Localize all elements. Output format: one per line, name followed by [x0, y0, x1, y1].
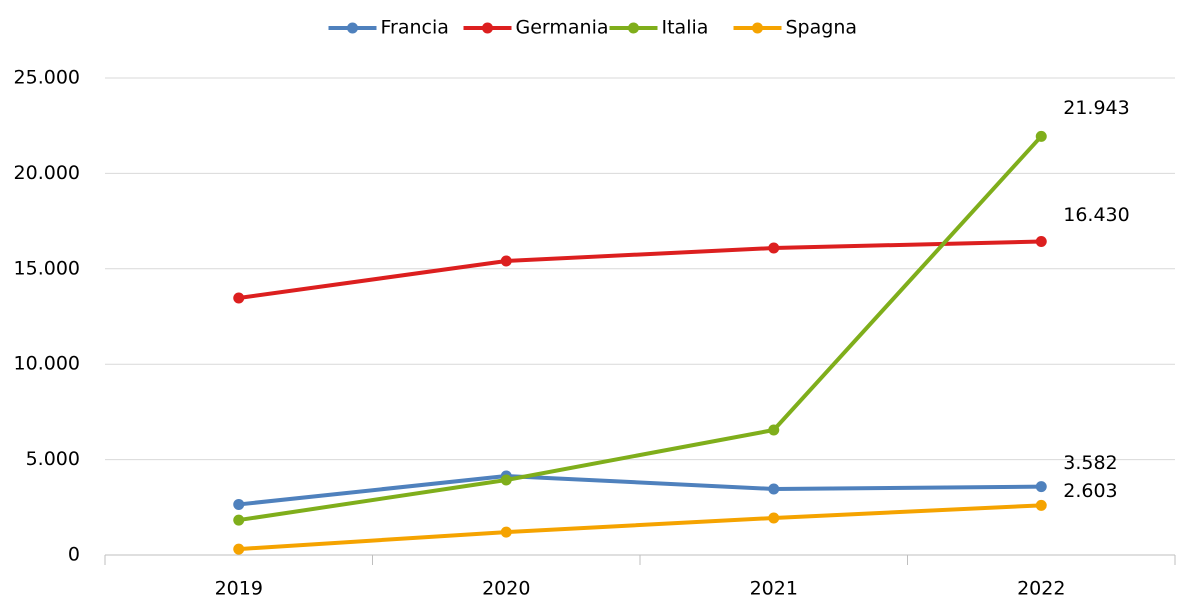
point: [1035, 499, 1047, 511]
point: [233, 514, 245, 526]
series-line: [238, 474, 1042, 507]
point: [233, 543, 245, 555]
series-line: [238, 134, 1043, 523]
point: [1035, 236, 1047, 248]
legend-label: Germania: [516, 17, 609, 39]
point: [500, 474, 512, 486]
legend-marker: [628, 22, 639, 34]
y-tick-label: 10.000: [14, 353, 80, 375]
y-tick-label: 5.000: [26, 448, 80, 470]
x-tick-label: 2022: [1017, 578, 1065, 600]
data-label: 2.603: [1063, 480, 1117, 502]
point: [768, 483, 780, 495]
y-tick-label: 15.000: [14, 257, 80, 279]
x-tick-label: 2021: [750, 578, 798, 600]
x-tick-label: 2020: [482, 578, 530, 600]
point: [500, 526, 512, 538]
data-label: 3.582: [1063, 452, 1117, 474]
point: [233, 498, 245, 510]
legend-marker: [347, 22, 358, 34]
series-line: [238, 503, 1042, 552]
y-tick-label: 0: [68, 544, 80, 566]
series-line: [238, 239, 1042, 300]
data-label: 21.943: [1063, 97, 1129, 119]
point: [768, 512, 780, 524]
y-tick-label: 20.000: [14, 162, 80, 184]
legend-label: Spagna: [786, 17, 858, 39]
x-tick-label: 2019: [215, 578, 263, 600]
point: [1035, 481, 1047, 493]
point: [768, 242, 780, 254]
y-tick-label: 25.000: [14, 67, 80, 89]
point: [500, 255, 512, 267]
point: [1035, 130, 1047, 142]
legend-label: Francia: [381, 17, 449, 39]
legend-marker: [482, 22, 493, 34]
legend-label: Italia: [662, 17, 709, 39]
data-label: 16.430: [1063, 204, 1129, 226]
legend-marker: [752, 22, 763, 34]
point: [233, 292, 245, 304]
point: [768, 424, 780, 436]
